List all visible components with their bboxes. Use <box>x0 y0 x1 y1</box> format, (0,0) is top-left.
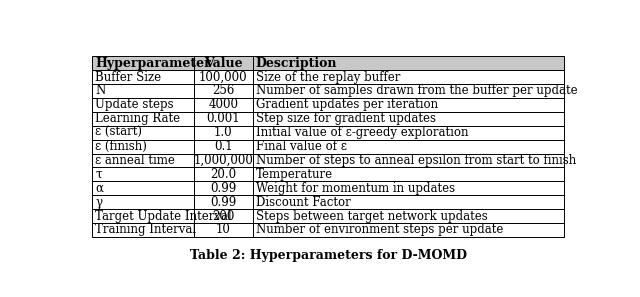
Bar <box>253 181 564 195</box>
Bar <box>92 154 194 168</box>
Text: Step size for gradient updates: Step size for gradient updates <box>255 112 436 125</box>
Text: Discount Factor: Discount Factor <box>255 196 350 209</box>
Bar <box>194 98 253 112</box>
Text: Final value of ε: Final value of ε <box>255 140 346 153</box>
Bar <box>194 70 253 84</box>
Text: Description: Description <box>255 57 337 70</box>
Text: Temperature: Temperature <box>255 168 333 181</box>
Bar <box>194 56 253 70</box>
Text: Gradient updates per iteration: Gradient updates per iteration <box>255 98 438 111</box>
Text: 1.0: 1.0 <box>214 126 232 139</box>
Text: N: N <box>95 84 106 97</box>
Bar <box>253 98 564 112</box>
Bar <box>92 223 194 237</box>
Text: 0.1: 0.1 <box>214 140 232 153</box>
Bar <box>92 56 194 70</box>
Bar <box>253 140 564 154</box>
Text: Learning Rate: Learning Rate <box>95 112 180 125</box>
Bar <box>253 209 564 223</box>
Bar <box>92 209 194 223</box>
Bar <box>92 140 194 154</box>
Text: α: α <box>95 182 104 195</box>
Bar <box>253 56 564 70</box>
Text: 4000: 4000 <box>208 98 238 111</box>
Text: γ: γ <box>95 196 102 209</box>
Text: Update steps: Update steps <box>95 98 174 111</box>
Bar <box>253 223 564 237</box>
Bar <box>253 70 564 84</box>
Text: ε (finish): ε (finish) <box>95 140 147 153</box>
Bar <box>92 181 194 195</box>
Text: Steps between target network updates: Steps between target network updates <box>255 210 487 222</box>
Text: ε (start): ε (start) <box>95 126 142 139</box>
Text: Weight for momentum in updates: Weight for momentum in updates <box>255 182 454 195</box>
Bar <box>194 112 253 126</box>
Text: Buffer Size: Buffer Size <box>95 71 161 83</box>
Bar <box>194 168 253 181</box>
Text: 10: 10 <box>216 223 230 236</box>
Bar <box>253 112 564 126</box>
Bar <box>92 70 194 84</box>
Bar <box>194 140 253 154</box>
Text: 0.99: 0.99 <box>210 182 236 195</box>
Bar <box>253 126 564 140</box>
Bar <box>194 195 253 209</box>
Bar <box>194 126 253 140</box>
Text: Initial value of ε-greedy exploration: Initial value of ε-greedy exploration <box>255 126 468 139</box>
Bar <box>92 112 194 126</box>
Bar <box>253 154 564 168</box>
Bar <box>92 195 194 209</box>
Bar <box>194 181 253 195</box>
Text: Hyperparameter: Hyperparameter <box>95 57 211 70</box>
Text: Number of steps to anneal epsilon from start to finish: Number of steps to anneal epsilon from s… <box>255 154 576 167</box>
Text: 256: 256 <box>212 84 234 97</box>
Bar <box>92 84 194 98</box>
Bar <box>92 168 194 181</box>
Bar <box>194 223 253 237</box>
Bar <box>194 154 253 168</box>
Text: 200: 200 <box>212 210 234 222</box>
Text: 1,000,000: 1,000,000 <box>193 154 253 167</box>
Bar <box>253 168 564 181</box>
Text: Value: Value <box>204 57 243 70</box>
Text: τ: τ <box>95 168 102 181</box>
Text: Table 2: Hyperparameters for D-MOMD: Table 2: Hyperparameters for D-MOMD <box>189 249 467 262</box>
Text: Number of samples drawn from the buffer per update: Number of samples drawn from the buffer … <box>255 84 577 97</box>
Bar <box>253 195 564 209</box>
Text: 0.99: 0.99 <box>210 196 236 209</box>
Text: Number of environment steps per update: Number of environment steps per update <box>255 223 503 236</box>
Bar <box>194 84 253 98</box>
Text: 100,000: 100,000 <box>199 71 248 83</box>
Text: 20.0: 20.0 <box>210 168 236 181</box>
Bar <box>253 84 564 98</box>
Text: 0.001: 0.001 <box>206 112 240 125</box>
Text: ε anneal time: ε anneal time <box>95 154 175 167</box>
Text: Training Interval: Training Interval <box>95 223 196 236</box>
Text: Target Update Interval: Target Update Interval <box>95 210 232 222</box>
Bar <box>92 126 194 140</box>
Bar <box>92 98 194 112</box>
Text: Size of the replay buffer: Size of the replay buffer <box>255 71 400 83</box>
Bar <box>194 209 253 223</box>
